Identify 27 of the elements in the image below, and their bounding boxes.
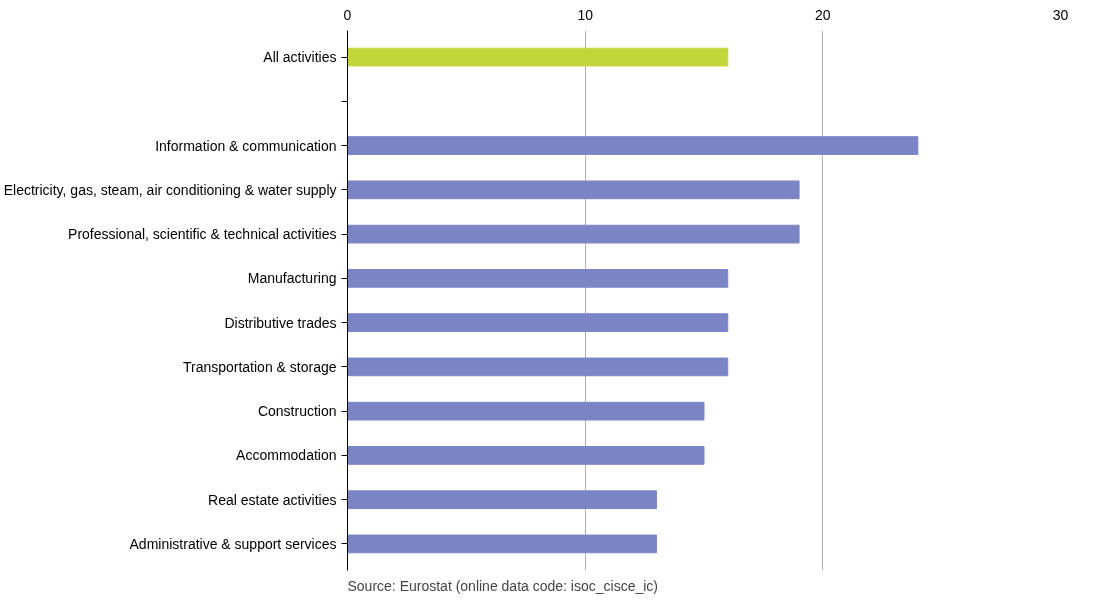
y-tick-label: Manufacturing (247, 270, 337, 287)
x-tick-label: 30 (1052, 6, 1069, 23)
x-tick-label: 0 (343, 6, 352, 23)
y-tick-label: Distributive trades (224, 314, 337, 331)
bar (347, 357, 729, 377)
y-tick-label: Professional, scientific & technical activities (68, 226, 337, 243)
bar (347, 490, 657, 510)
y-tick-label: Construction (257, 403, 337, 420)
bar (347, 136, 919, 155)
bar (347, 180, 800, 200)
source-note: Source: Eurostat (online data code: isoc_cisce_ic) (347, 577, 658, 594)
bar (347, 47, 729, 67)
bar (347, 401, 705, 421)
bar (347, 269, 729, 288)
bar (347, 446, 705, 465)
y-tick-label: Administrative & support services (129, 535, 337, 552)
x-tick-label: 20 (815, 6, 831, 23)
y-tick-label: Real estate activities (208, 491, 337, 508)
x-tick-label: 10 (577, 6, 594, 23)
bar (347, 224, 800, 244)
y-tick-label: Transportation & storage (182, 358, 337, 375)
bar (347, 313, 729, 332)
bar (347, 534, 657, 554)
y-tick-label: Information & communication (155, 137, 337, 154)
y-tick-label: All activities (263, 49, 337, 66)
y-tick-label: Accommodation (236, 447, 337, 464)
y-tick-label: Electricity, gas, steam, air conditioning & water supply (3, 181, 337, 198)
